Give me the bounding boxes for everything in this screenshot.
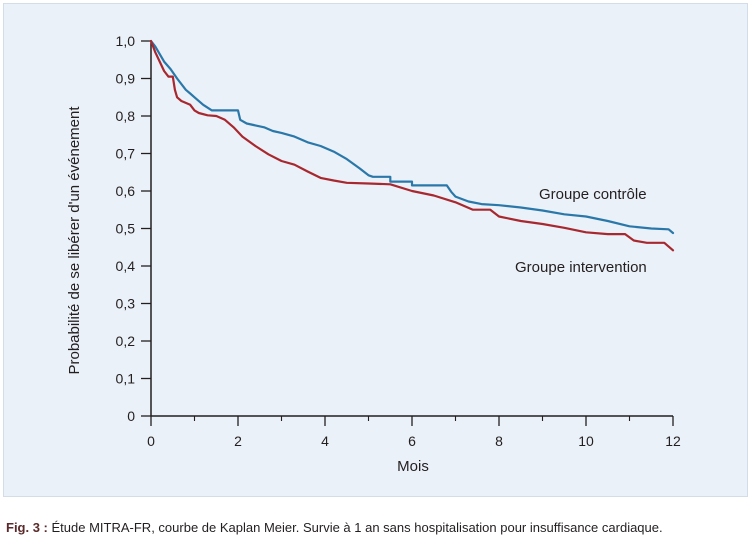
- y-axis-title: Probabilité de se libérer d'un événement: [66, 106, 83, 375]
- series-label-controle: Groupe contrôle: [539, 186, 647, 203]
- figure-panel: [3, 3, 748, 497]
- y-tick-label: 0,2: [116, 333, 136, 349]
- figure-caption: Fig. 3 : Étude MITRA-FR, courbe de Kapla…: [6, 520, 746, 536]
- y-tick-label: 0,1: [116, 371, 136, 387]
- series-label-intervention: Groupe intervention: [515, 259, 647, 276]
- x-axis-ticks: 0 2 4 6 8 10 12: [147, 416, 681, 449]
- y-axis-ticks: 0 0,1 0,2 0,3 0,4 0,5 0,6 0,7 0,8 0,9 1,0: [116, 33, 151, 424]
- caption-text: Étude MITRA-FR, courbe de Kaplan Meier. …: [51, 520, 663, 535]
- x-tick-label: 0: [147, 433, 155, 449]
- x-tick-label: 8: [495, 433, 503, 449]
- y-tick-label: 0,8: [116, 108, 136, 124]
- y-tick-label: 0,3: [116, 296, 136, 312]
- x-axis-title: Mois: [397, 458, 429, 475]
- series-line-intervention: [149, 39, 675, 252]
- y-tick-label: 0,5: [116, 221, 136, 237]
- y-tick-label: 0,9: [116, 71, 136, 87]
- x-tick-label: 10: [578, 433, 594, 449]
- series-lines: [149, 39, 675, 252]
- y-tick-label: 0,4: [116, 258, 136, 274]
- x-tick-label: 12: [665, 433, 681, 449]
- x-tick-label: 6: [408, 433, 416, 449]
- caption-label: Fig. 3 :: [6, 520, 48, 535]
- series-line-controle: [149, 39, 675, 235]
- y-tick-label: 0: [127, 408, 135, 424]
- x-tick-label: 2: [234, 433, 242, 449]
- kaplan-meier-chart: 0 0,1 0,2 0,3 0,4 0,5 0,6 0,7 0,8 0,9 1,0 0 2 4 6 8 10 1…: [66, 33, 681, 475]
- y-tick-label: 0,6: [116, 183, 136, 199]
- y-tick-label: 1,0: [116, 33, 136, 49]
- y-tick-label: 0,7: [116, 146, 136, 162]
- x-tick-label: 4: [321, 433, 329, 449]
